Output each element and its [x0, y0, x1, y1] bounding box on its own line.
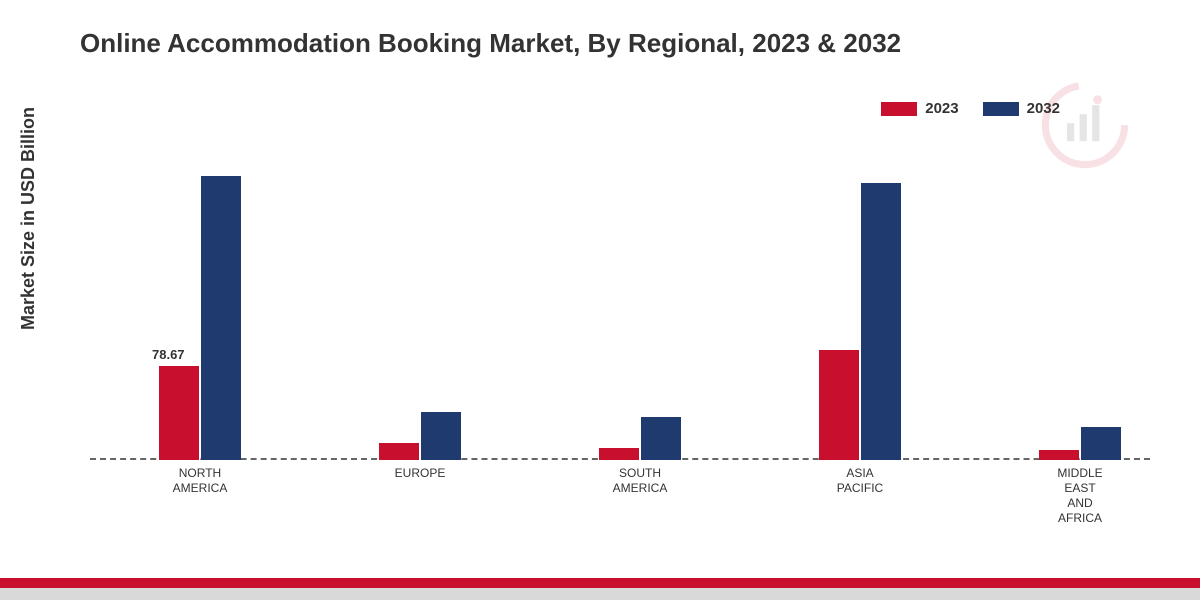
bar [861, 183, 901, 460]
bar [421, 412, 461, 460]
bar [159, 366, 199, 460]
x-axis-category-label: ASIA PACIFIC [800, 466, 920, 496]
bar-group [150, 176, 250, 460]
legend-swatch-2023 [881, 102, 917, 116]
footer-shadow [0, 588, 1200, 600]
x-axis-category-label: NORTH AMERICA [140, 466, 260, 496]
bar [201, 176, 241, 460]
bar-value-label: 78.67 [152, 347, 185, 362]
x-axis-category-label: SOUTH AMERICA [580, 466, 700, 496]
y-axis-label: Market Size in USD Billion [18, 107, 39, 330]
bar-group [810, 183, 910, 460]
chart-title: Online Accommodation Booking Market, By … [80, 28, 901, 59]
legend-swatch-2032 [983, 102, 1019, 116]
legend-label-2023: 2023 [925, 100, 958, 117]
bar [1081, 427, 1121, 460]
legend-item-2023: 2023 [881, 100, 958, 117]
x-axis-category-label: EUROPE [360, 466, 480, 481]
bar-group [370, 412, 470, 460]
bar [819, 350, 859, 460]
chart-plot-area: 78.67 [90, 150, 1150, 460]
x-axis-category-label: MIDDLE EAST AND AFRICA [1020, 466, 1140, 526]
bar-group [590, 417, 690, 460]
x-axis-labels: NORTH AMERICA EUROPE SOUTH AMERICA ASIA PAC… [90, 466, 1150, 536]
legend-label-2032: 2032 [1027, 100, 1060, 117]
footer-accent-bar [0, 578, 1200, 588]
legend: 2023 2032 [881, 100, 1060, 117]
bar [599, 448, 639, 460]
bar-group [1030, 427, 1130, 460]
legend-item-2032: 2032 [983, 100, 1060, 117]
bar [1039, 450, 1079, 460]
bar [379, 443, 419, 460]
bar [641, 417, 681, 460]
